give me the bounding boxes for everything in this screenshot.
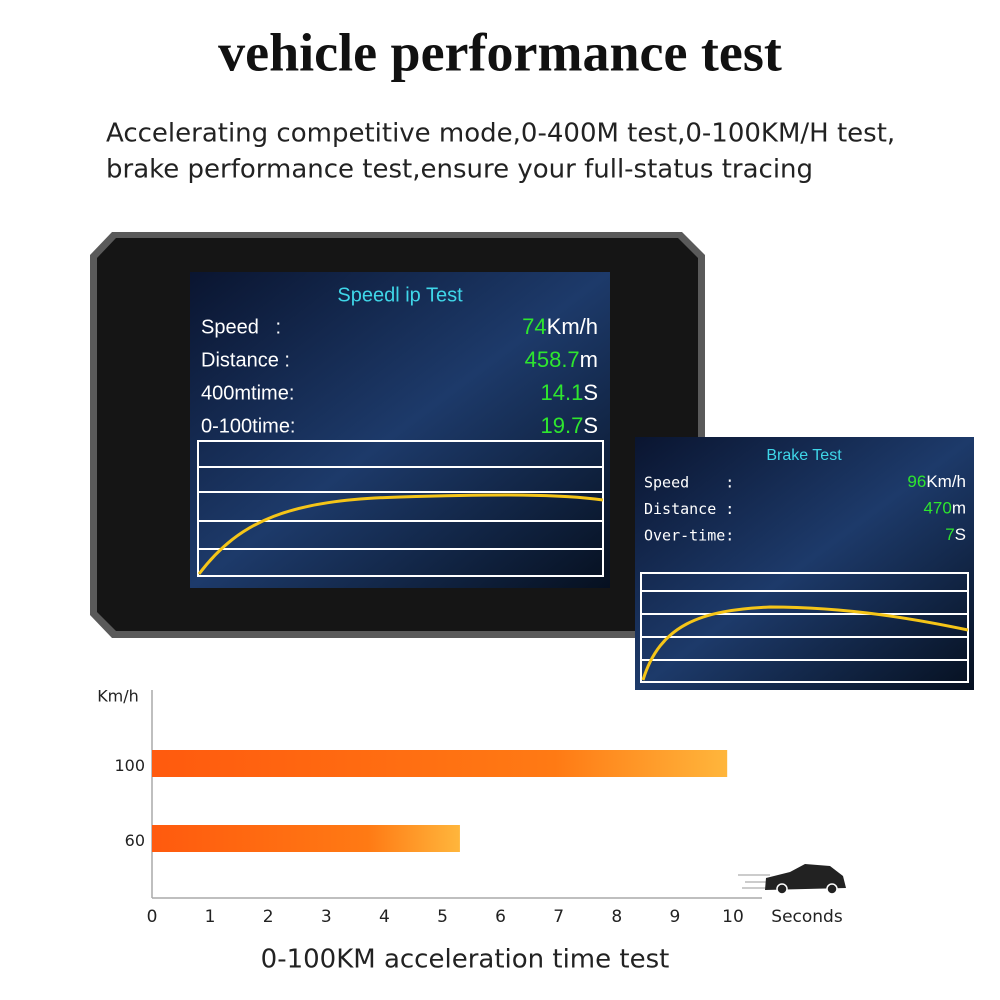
value: 96	[907, 472, 926, 491]
value: 470	[923, 499, 951, 518]
title: vehicle performance test	[218, 22, 782, 82]
screen-title: Brake Test	[766, 447, 842, 464]
row-value: 7S	[945, 525, 966, 544]
row-value: 470m	[923, 499, 966, 518]
value: 7	[945, 525, 954, 544]
value: 19.7	[540, 413, 583, 438]
screen-graph-lines	[641, 590, 968, 661]
y-axis-label: Km/h	[97, 687, 139, 706]
unit: S	[955, 525, 966, 544]
row-label: Distance :	[201, 349, 290, 371]
screen-graph-box	[197, 440, 604, 577]
row-label: Distance :	[644, 500, 734, 518]
unit: S	[583, 380, 598, 405]
y-tick-label: 60	[125, 831, 145, 850]
x-tick-label: 2	[263, 907, 274, 927]
screen-graph-box	[640, 572, 969, 683]
row-value: 14.1S	[540, 380, 598, 405]
speed-screen	[190, 272, 610, 588]
unit: Km/h	[926, 472, 966, 491]
row-value: 74Km/h	[522, 314, 598, 339]
row-label: Speed :	[201, 316, 281, 338]
x-tick-label: 7	[553, 907, 564, 927]
row-value: 19.7S	[540, 413, 598, 438]
x-tick-label: 3	[321, 907, 332, 927]
bar	[152, 825, 460, 852]
brake-screen	[635, 437, 974, 690]
subtitle: Accelerating competitive mode,0-400M tes…	[106, 119, 895, 149]
value: 74	[522, 314, 546, 339]
subtitle: brake performance test,ensure your full-…	[106, 155, 813, 185]
row-label: 0-100time:	[201, 415, 296, 437]
x-tick-label: 9	[669, 907, 680, 927]
y-tick-label: 100	[114, 756, 145, 775]
x-tick-label: 1	[205, 907, 216, 927]
screen-title: Speedl ip Test	[337, 284, 463, 306]
unit: m	[952, 499, 966, 518]
row-value: 458.7m	[525, 347, 598, 372]
car-icon	[738, 864, 846, 895]
x-tick-label: 6	[495, 907, 506, 927]
bar	[152, 750, 728, 777]
brake-curve	[641, 605, 969, 681]
x-tick-label: 10	[722, 907, 744, 927]
unit: Km/h	[547, 314, 598, 339]
row-label: Over-time:	[644, 527, 734, 545]
value: 458.7	[525, 347, 580, 372]
x-axis-label: Seconds	[771, 907, 843, 927]
x-tick-label: 8	[611, 907, 622, 927]
row-label: 400mtime:	[201, 382, 294, 404]
row-value: 96Km/h	[907, 472, 966, 491]
unit: m	[580, 347, 598, 372]
x-tick-label: 0	[147, 907, 158, 927]
value: 14.1	[540, 380, 583, 405]
unit: S	[583, 413, 598, 438]
chart-title: 0-100KM acceleration time test	[261, 945, 670, 975]
speed-curve	[197, 493, 604, 575]
row-label: Speed :	[644, 474, 734, 492]
x-tick-label: 4	[379, 907, 390, 927]
x-tick-label: 5	[437, 907, 448, 927]
